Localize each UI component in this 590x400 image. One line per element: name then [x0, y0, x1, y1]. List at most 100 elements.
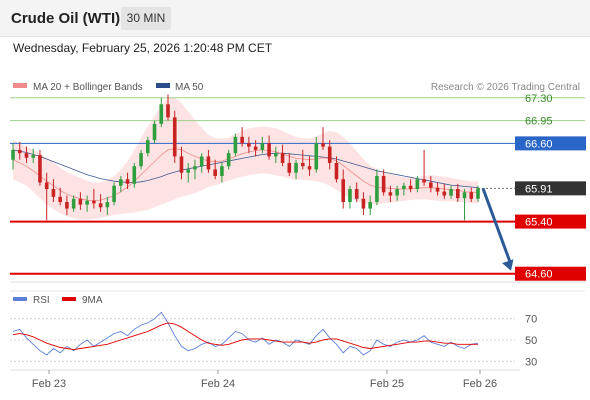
- projection-arrow-head: [502, 259, 514, 271]
- svg-text:64.60: 64.60: [525, 269, 553, 281]
- candle: [65, 195, 69, 216]
- candle: [375, 169, 379, 206]
- candle: [402, 182, 406, 196]
- candle: [314, 136, 319, 173]
- chart-datetime: Wednesday, February 25, 2026 1:20:48 PM …: [13, 41, 273, 55]
- candle: [172, 110, 177, 163]
- candle: [354, 182, 359, 203]
- candle: [267, 135, 271, 160]
- moving-averages: [12, 148, 479, 202]
- candle: [280, 144, 285, 167]
- rsi-series-9ma: [12, 322, 478, 351]
- x-tick-label: Feb 24: [201, 378, 235, 390]
- ma9-legend-swatch: [62, 297, 76, 301]
- svg-text:66.95: 66.95: [525, 116, 553, 128]
- candle: [361, 192, 366, 216]
- level-labels: 67.30 66.95 66.60 65.91 65.40 64.60: [515, 93, 586, 281]
- legend-swatch-ma50: [156, 83, 170, 88]
- candle: [422, 149, 426, 186]
- candle: [220, 162, 224, 183]
- instrument-title: Crude Oil (WTI): [11, 10, 121, 27]
- candle: [119, 175, 123, 193]
- candle: [240, 127, 244, 147]
- projection-arrow-shaft: [481, 187, 513, 266]
- candle: [442, 183, 447, 199]
- candle: [321, 127, 325, 150]
- candle: [206, 149, 211, 173]
- timeframe-badge[interactable]: 30 MIN: [121, 7, 171, 30]
- candle: [253, 140, 258, 157]
- candle: [24, 146, 29, 163]
- candle: [294, 159, 298, 180]
- candle: [287, 153, 292, 176]
- candle: [186, 162, 191, 183]
- candle: [469, 187, 474, 203]
- x-tick-label: Feb 25: [370, 378, 404, 390]
- candle: [381, 169, 386, 196]
- candle: [193, 159, 197, 180]
- candle: [105, 196, 110, 216]
- candle: [334, 156, 339, 183]
- candle: [226, 149, 231, 170]
- candle: [415, 175, 420, 193]
- candle: [300, 149, 305, 170]
- candle: [408, 179, 413, 193]
- research-credit: Research © 2026 Trading Central: [431, 82, 580, 93]
- candle: [368, 195, 372, 216]
- rsi-tick-label: 50: [525, 335, 537, 347]
- x-tick-label: Feb 26: [463, 378, 497, 390]
- candle: [260, 136, 265, 154]
- candle: [145, 136, 150, 157]
- candle: [476, 185, 480, 203]
- candle: [51, 179, 56, 203]
- rsi-legend-label: RSI: [33, 295, 50, 306]
- candle: [78, 192, 83, 210]
- candle: [166, 94, 170, 121]
- rsi-series-rsi: [12, 311, 479, 356]
- rsi-legend-swatch: [13, 297, 27, 301]
- ma9-legend-label: 9MA: [82, 295, 103, 306]
- candle: [132, 162, 137, 188]
- candle: [152, 120, 157, 144]
- candle: [341, 169, 346, 209]
- candle: [17, 142, 22, 160]
- candle: [429, 175, 433, 193]
- candle: [388, 185, 393, 203]
- svg-text:65.40: 65.40: [525, 217, 553, 229]
- rsi-tick-label: 70: [525, 314, 537, 326]
- svg-text:65.91: 65.91: [525, 183, 553, 195]
- projection-arrow: [481, 187, 514, 271]
- candle: [274, 146, 278, 163]
- candle: [139, 149, 143, 170]
- candle: [58, 187, 62, 206]
- candle: [307, 156, 312, 176]
- legend-swatch-ma20: [13, 83, 27, 88]
- level-label-66.60: 66.60: [515, 136, 586, 151]
- candle: [199, 153, 204, 173]
- candle: [435, 182, 440, 196]
- ma50-line: [12, 149, 479, 189]
- candle: [159, 97, 164, 128]
- level-label-66.95: 66.95: [525, 116, 553, 128]
- candle: [125, 172, 130, 189]
- rsi-panel: 70 50 30: [10, 311, 537, 368]
- rsi-tick-label: 30: [525, 356, 537, 368]
- candle: [38, 149, 42, 186]
- candle: [31, 148, 36, 163]
- candle: [213, 159, 217, 180]
- key-levels: [10, 97, 585, 275]
- legend-label-ma20: MA 20 + Bollinger Bands: [33, 82, 143, 93]
- ma20-line: [12, 148, 478, 202]
- level-label-67.30: 67.30: [525, 93, 553, 105]
- candle: [449, 185, 453, 199]
- bollinger-band-area: [13, 97, 478, 220]
- candle: [462, 189, 467, 221]
- candle: [395, 185, 399, 201]
- svg-text:67.30: 67.30: [525, 93, 553, 105]
- x-axis: Feb 23 Feb 24 Feb 25 Feb 26: [32, 370, 497, 390]
- candle: [44, 172, 49, 221]
- candlesticks: [11, 94, 480, 221]
- bollinger-bands: [13, 97, 478, 220]
